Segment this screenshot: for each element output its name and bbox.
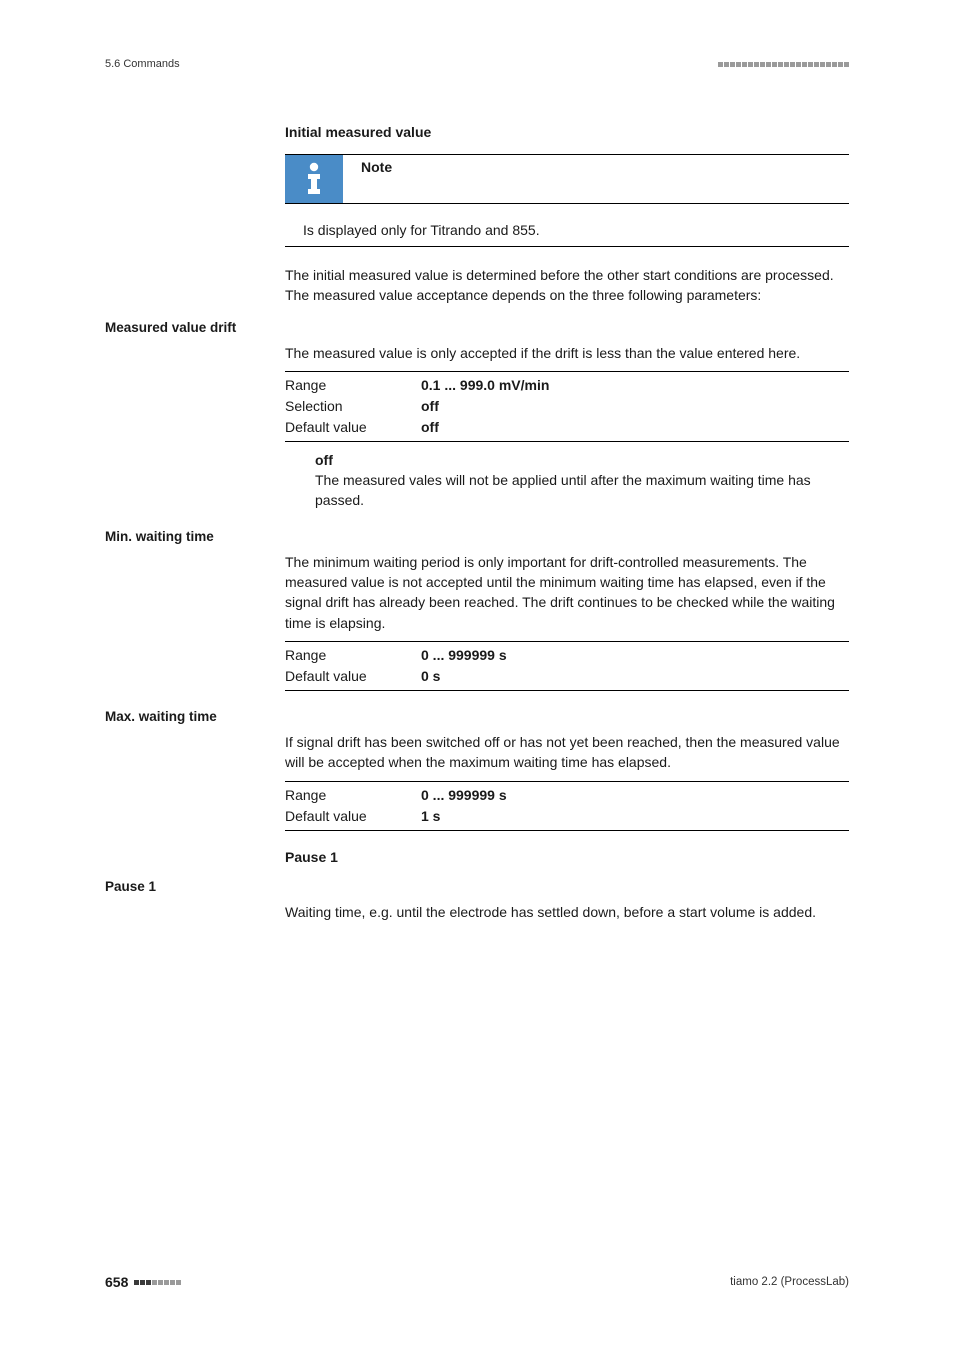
table-max-waiting-time: Range 0 ... 999999 s Default value 1 s (285, 781, 849, 831)
page-footer: 658 tiamo 2.2 (ProcessLab) (105, 1274, 849, 1290)
param-min-waiting-time: Min. waiting time The minimum waiting pe… (105, 529, 849, 691)
desc-min-waiting-time: The minimum waiting period is only impor… (285, 552, 849, 633)
initial-measured-value-body: The initial measured value is determined… (285, 265, 849, 306)
heading-pause-1: Pause 1 (285, 849, 849, 865)
note-label: Note (343, 155, 392, 203)
desc-measured-value-drift: The measured value is only accepted if t… (285, 343, 849, 363)
default-key: Default value (285, 666, 421, 687)
range-key: Range (285, 375, 421, 396)
default-value: 1 s (421, 806, 440, 827)
range-key: Range (285, 785, 421, 806)
off-term: off (315, 450, 849, 470)
table-row: Range 0 ... 999999 s (285, 645, 849, 666)
table-row: Default value 1 s (285, 806, 849, 827)
default-value: 0 s (421, 666, 440, 687)
off-desc: The measured vales will not be applied u… (315, 470, 849, 511)
table-row: Selection off (285, 396, 849, 417)
param-measured-value-drift: Measured value drift The measured value … (105, 320, 849, 511)
table-row: Default value 0 s (285, 666, 849, 687)
label-max-waiting-time: Max. waiting time (105, 709, 849, 724)
range-value: 0.1 ... 999.0 mV/min (421, 375, 549, 396)
param-pause-1: Pause 1 Waiting time, e.g. until the ele… (105, 879, 849, 922)
param-max-waiting-time: Max. waiting time If signal drift has be… (105, 709, 849, 831)
off-definition: off The measured vales will not be appli… (315, 450, 849, 511)
page-header: 5.6 Commands (105, 58, 849, 70)
range-value: 0 ... 999999 s (421, 785, 507, 806)
footer-dots (134, 1280, 181, 1285)
selection-value: off (421, 396, 439, 417)
label-pause-1: Pause 1 (105, 879, 849, 894)
desc-max-waiting-time: If signal drift has been switched off or… (285, 732, 849, 773)
table-row: Range 0.1 ... 999.0 mV/min (285, 375, 849, 396)
label-min-waiting-time: Min. waiting time (105, 529, 849, 544)
table-row: Range 0 ... 999999 s (285, 785, 849, 806)
range-key: Range (285, 645, 421, 666)
header-dots (718, 62, 849, 67)
heading-initial-measured-value: Initial measured value (285, 124, 849, 140)
page-number: 658 (105, 1274, 128, 1290)
range-value: 0 ... 999999 s (421, 645, 507, 666)
default-key: Default value (285, 806, 421, 827)
content-area: Initial measured value Note Is displayed… (105, 120, 849, 940)
info-icon (285, 155, 343, 203)
note-box: Note Is displayed only for Titrando and … (285, 154, 849, 247)
default-key: Default value (285, 417, 421, 438)
table-row: Default value off (285, 417, 849, 438)
selection-key: Selection (285, 396, 421, 417)
default-value: off (421, 417, 439, 438)
note-body: Is displayed only for Titrando and 855. (285, 204, 849, 247)
table-min-waiting-time: Range 0 ... 999999 s Default value 0 s (285, 641, 849, 691)
desc-pause-1: Waiting time, e.g. until the electrode h… (285, 902, 849, 922)
doc-title: tiamo 2.2 (ProcessLab) (730, 1276, 849, 1288)
header-section: 5.6 Commands (105, 58, 180, 70)
label-measured-value-drift: Measured value drift (105, 320, 849, 335)
table-measured-value-drift: Range 0.1 ... 999.0 mV/min Selection off… (285, 371, 849, 442)
